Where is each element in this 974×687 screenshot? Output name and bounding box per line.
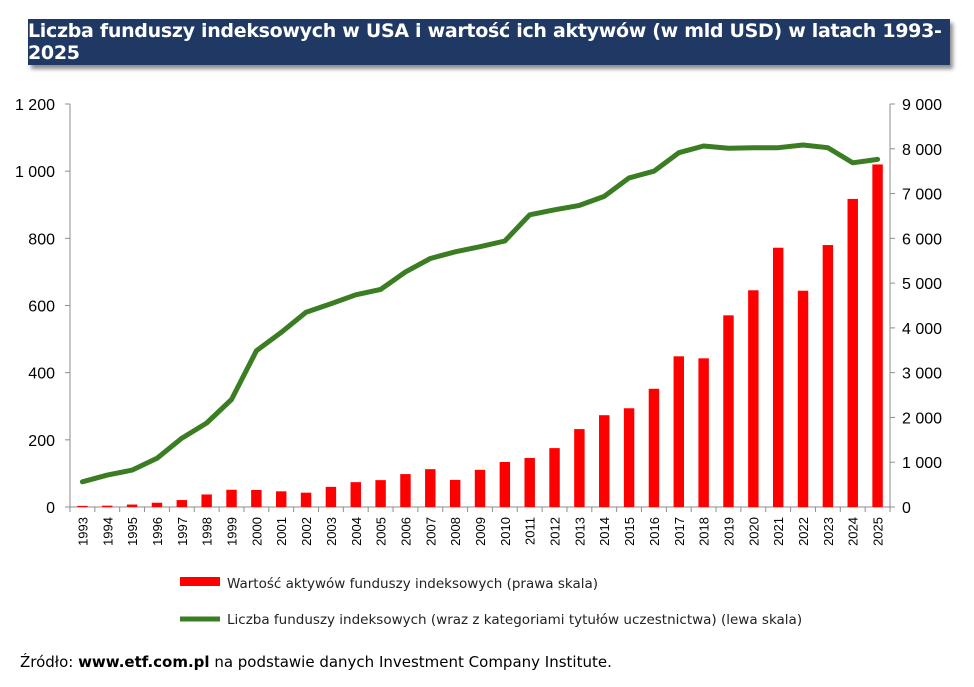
left-tick-label: 1 000 [15, 164, 55, 181]
x-tick-label: 2012 [548, 517, 563, 546]
x-tick-label: 2013 [572, 517, 587, 546]
bar-2020 [748, 290, 759, 507]
x-tick-label: 2021 [771, 517, 786, 546]
bar-2023 [822, 245, 834, 508]
right-tick-label: 4 000 [902, 321, 942, 338]
left-tick-label: 200 [28, 433, 55, 450]
left-tick-label: 800 [28, 231, 55, 248]
right-tick-label: 3 000 [902, 366, 942, 383]
x-tick-label: 2006 [398, 517, 413, 546]
bar-2015 [623, 408, 635, 507]
right-tick-label: 7 000 [902, 187, 942, 204]
bar-2002 [300, 492, 312, 507]
bar-2005 [375, 480, 386, 507]
x-tick-label: 2002 [299, 517, 314, 546]
chart-title: Liczba funduszy indeksowych w USA i wart… [28, 20, 942, 64]
x-tick-label: 1999 [225, 517, 240, 546]
x-tick-label: 1998 [200, 517, 215, 546]
bar-2003 [325, 486, 337, 507]
x-tick-label: 2018 [697, 517, 712, 546]
bar-2017 [673, 356, 685, 507]
x-tick-label: 2000 [249, 517, 264, 546]
bar-1995 [126, 504, 138, 507]
bar-2006 [400, 474, 411, 507]
left-tick-label: 1 200 [15, 97, 55, 114]
left-tick-label: 600 [28, 299, 55, 316]
x-tick-label: 1995 [125, 517, 140, 546]
x-tick-label: 2015 [622, 517, 637, 546]
bar-1993 [77, 505, 88, 507]
legend-label-bars: Wartość aktywów funduszy indeksowych (pr… [227, 576, 598, 592]
bars-series [77, 164, 883, 508]
bar-2007 [425, 469, 436, 507]
bar-2000 [251, 489, 262, 507]
left-tick-label: 0 [46, 500, 55, 517]
bar-2008 [449, 479, 461, 507]
bar-2012 [549, 448, 560, 507]
x-tick-label: 2009 [473, 517, 488, 546]
bar-2019 [723, 315, 734, 507]
bar-2010 [499, 461, 511, 507]
bar-2016 [648, 388, 660, 507]
bar-2014 [599, 415, 610, 507]
x-tick-label: 2004 [349, 517, 364, 546]
chart-title-banner: Liczba funduszy indeksowych w USA i wart… [28, 19, 950, 65]
right-tick-label: 5 000 [902, 276, 942, 293]
bar-2011 [524, 457, 535, 507]
x-tick-label: 2008 [448, 517, 463, 546]
bar-2025 [872, 164, 883, 507]
x-tick-label: 2005 [374, 517, 389, 546]
x-tick-label: 1997 [175, 517, 190, 546]
x-tick-label: 2023 [821, 517, 836, 546]
x-tick-label: 2019 [721, 517, 736, 546]
source-suffix: na podstawie danych Investment Company I… [209, 653, 612, 671]
x-axis-labels: 1993 1994 1995 1996 1997 1998 1999 2000 2001 2002… [75, 517, 885, 546]
right-tick-label: 9 000 [902, 97, 942, 114]
x-tick-label: 1996 [150, 517, 165, 546]
right-tick-label: 0 [902, 500, 911, 517]
bar-2009 [474, 469, 486, 507]
bar-2021 [772, 247, 784, 507]
right-tick-label: 6 000 [902, 231, 942, 248]
x-tick-label: 2022 [796, 517, 811, 546]
x-tick-label: 2014 [597, 517, 612, 546]
source-note: Źródło: www.etf.com.pl na podstawie dany… [20, 653, 612, 671]
legend: Wartość aktywów funduszy indeksowych (pr… [180, 576, 802, 628]
x-tick-label: 2001 [274, 517, 289, 546]
x-tick-label: 1994 [100, 517, 115, 546]
x-tick-label: 2017 [672, 517, 687, 546]
legend-swatch-bars [180, 577, 220, 586]
x-tick-label: 2010 [498, 517, 513, 546]
x-tick-label: 2011 [523, 517, 538, 545]
bar-1997 [176, 500, 188, 507]
x-tick-label: 2024 [846, 517, 861, 546]
bar-1998 [201, 494, 212, 507]
x-tick-label: 2003 [324, 517, 339, 546]
x-tick-label: 2025 [871, 517, 886, 546]
x-tick-label: 1993 [75, 517, 90, 546]
bar-2022 [797, 290, 809, 507]
bar-2004 [350, 482, 361, 507]
legend-label-line: Liczba funduszy indeksowych (wraz z kate… [227, 612, 802, 628]
line-series [79, 142, 881, 485]
right-tick-label: 8 000 [902, 142, 942, 159]
axes: 0 200 400 600 800 1 000 1 200 0 1 000 2 000 3 000 4… [15, 97, 942, 517]
left-tick-label: 400 [28, 366, 55, 383]
bar-1994 [102, 505, 113, 507]
bar-2013 [574, 429, 585, 507]
fund-count-line [79, 142, 881, 485]
source-site: www.etf.com.pl [78, 653, 210, 671]
x-tick-label: 2007 [423, 517, 438, 546]
bar-2024 [847, 198, 858, 507]
bar-1999 [226, 489, 237, 507]
bar-2018 [698, 358, 709, 507]
source-prefix: Źródło: [20, 653, 79, 671]
x-tick-label: 2020 [746, 517, 761, 546]
right-tick-label: 1 000 [902, 455, 942, 472]
x-tick-label: 2016 [647, 517, 662, 546]
bar-1996 [151, 502, 163, 507]
bar-2001 [275, 491, 287, 507]
right-tick-label: 2 000 [902, 410, 942, 427]
